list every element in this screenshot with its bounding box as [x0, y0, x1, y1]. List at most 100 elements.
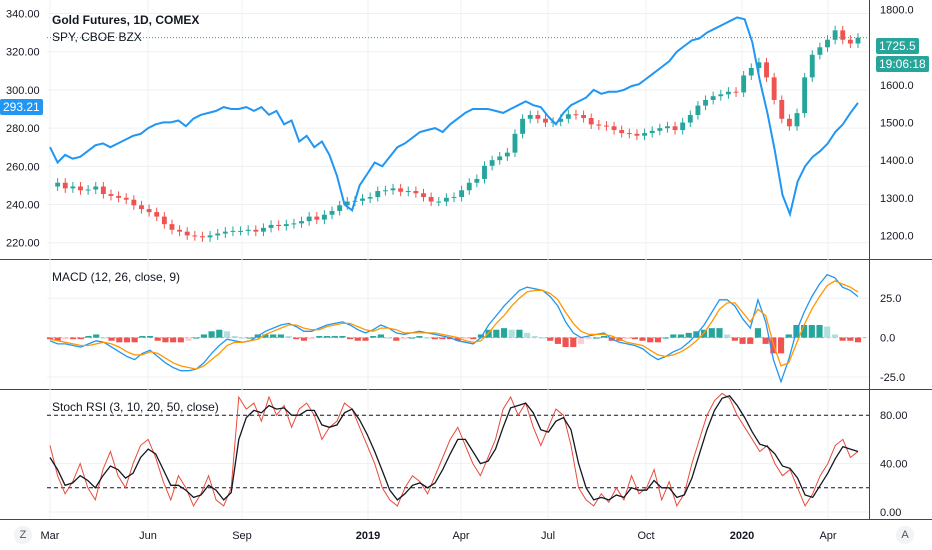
macd-histogram-bar: [431, 337, 438, 340]
left-axis-tick-label: 280.00: [6, 123, 40, 135]
x-axis-tick-label: 2020: [730, 530, 754, 542]
gold-candle: [459, 190, 465, 198]
macd-histogram-bar: [323, 336, 331, 338]
gold-candle: [360, 198, 365, 201]
macd-histogram-bar: [516, 329, 523, 338]
gold-candle: [596, 124, 602, 126]
gold-candle: [741, 75, 747, 93]
gold-candle: [154, 212, 160, 217]
macd-histogram-bar: [747, 337, 754, 344]
macd-histogram-bar: [246, 337, 254, 339]
macd-histogram-bar: [200, 334, 207, 338]
gold-candle: [771, 77, 777, 100]
gold-candle: [78, 186, 83, 191]
gold-candle: [62, 182, 68, 189]
macd-histogram-bar: [216, 329, 223, 338]
right-axis-tick-label: 1800.0: [880, 5, 914, 17]
macd-axis-tick-label: 0.0: [880, 333, 895, 345]
right-axis-tick-label: 1500.0: [880, 118, 914, 130]
x-axis-tick-label: Jun: [139, 530, 157, 542]
macd-histogram-bar: [831, 334, 838, 338]
macd-histogram-bar: [100, 337, 107, 339]
gold-candle: [146, 209, 152, 213]
macd-histogram-bar: [116, 337, 123, 343]
gold-candle: [855, 37, 861, 44]
gold-candle: [832, 30, 838, 40]
gold-candle: [55, 182, 61, 187]
auto-scale-left-button[interactable]: Z: [14, 526, 32, 544]
x-axis-tick-label: Sep: [232, 530, 252, 542]
gold-candle: [794, 113, 800, 127]
macd-histogram-bar: [231, 336, 238, 338]
macd-histogram-bar: [708, 328, 715, 338]
gold-candle: [710, 96, 716, 100]
gold-candle: [451, 197, 457, 199]
gold-candle: [413, 191, 419, 194]
right-axis-tick-label: 1300.0: [880, 193, 914, 205]
macd-histogram-bar: [785, 334, 792, 338]
gold-candle: [779, 99, 785, 119]
gold-candle: [405, 191, 411, 193]
gold-candle: [634, 133, 640, 136]
gold-candle: [611, 126, 617, 131]
gold-candle: [344, 201, 350, 206]
gold-candle: [367, 197, 373, 199]
macd-histogram-bar: [54, 337, 61, 341]
gold-candle: [390, 188, 396, 191]
left-axis-tick-label: 320.00: [6, 47, 40, 59]
macd-histogram-bar: [123, 337, 131, 343]
macd-histogram-bar: [554, 337, 561, 344]
gold-candle: [70, 186, 76, 189]
right-axis-tick-label: 1400.0: [880, 155, 914, 167]
macd-histogram-bar: [739, 337, 746, 344]
gold-candle: [825, 39, 830, 48]
gold-candle: [222, 231, 228, 234]
macd-histogram-bar: [139, 336, 146, 338]
gold-last-price-tag: 1725.5: [876, 38, 919, 54]
gold-candle: [230, 230, 236, 232]
gold-candle: [847, 39, 853, 44]
stoch-k-line: [49, 392, 859, 508]
gold-candle: [291, 223, 297, 225]
macd-axis-tick-label: -25.0: [880, 372, 905, 384]
macd-histogram-bar: [308, 337, 315, 340]
left-axis-tick-label: 260.00: [6, 161, 40, 173]
gold-candle: [504, 152, 510, 157]
macd-histogram-bar: [493, 329, 500, 338]
macd-histogram-bar: [62, 337, 69, 340]
macd-histogram-bar: [277, 334, 284, 338]
macd-histogram-bar: [847, 337, 854, 341]
macd-histogram-bar: [801, 325, 808, 338]
left-axis-tick-label: 300.00: [6, 85, 40, 97]
macd-histogram-bar: [377, 334, 384, 338]
gold-candle: [482, 165, 487, 179]
gold-candle: [817, 47, 823, 55]
gold-candle: [604, 125, 609, 127]
gold-candle: [703, 99, 708, 106]
gold-candle: [245, 229, 251, 231]
macd-histogram-bar: [854, 337, 862, 343]
macd-histogram-bar: [285, 336, 292, 338]
macd-histogram-bar: [600, 336, 608, 338]
gold-candle: [802, 77, 808, 114]
macd-histogram-bar: [685, 332, 692, 338]
macd-histogram-bar: [462, 337, 469, 340]
spy-last-price-tag: 293.21: [0, 99, 43, 115]
macd-histogram-bar: [570, 337, 577, 348]
gold-candle: [558, 118, 564, 122]
gold-candle: [337, 205, 343, 211]
gold-candle: [100, 186, 106, 195]
auto-scale-right-button[interactable]: A: [896, 526, 914, 544]
macd-histogram-bar: [524, 332, 531, 338]
stoch-axis-tick-label: 0.00: [880, 507, 901, 519]
macd-histogram-bar: [631, 337, 638, 340]
macd-histogram-bar: [454, 337, 461, 341]
macd-histogram-bar: [754, 328, 762, 338]
gold-candle: [619, 130, 625, 134]
gold-candle: [139, 205, 144, 210]
gold-candle: [672, 126, 678, 131]
macd-histogram-bar: [385, 337, 392, 339]
macd-histogram-bar: [154, 337, 161, 341]
macd-histogram-bar: [439, 337, 446, 340]
